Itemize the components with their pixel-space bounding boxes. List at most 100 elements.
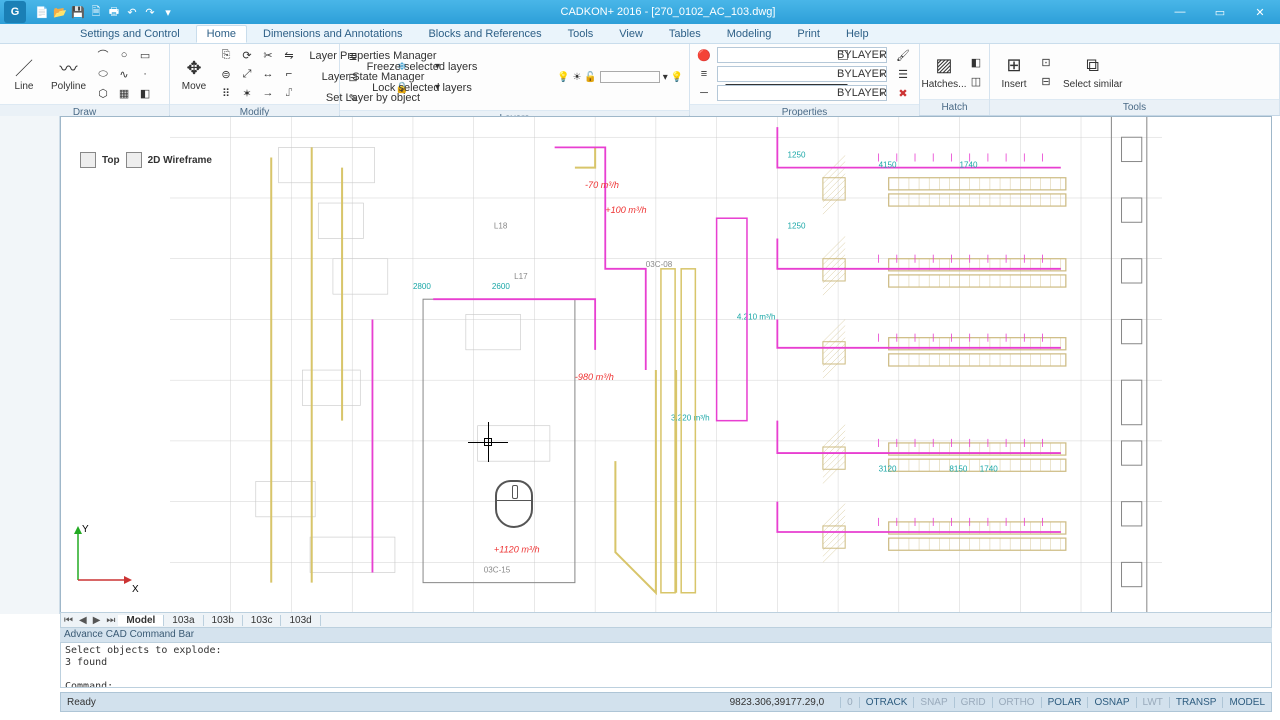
lw-icon[interactable]: ≡ [694, 65, 714, 83]
svg-text:1250: 1250 [787, 150, 805, 159]
grad-icon[interactable]: ◧ [966, 53, 986, 71]
toggle-polar[interactable]: POLAR [1041, 697, 1088, 708]
menu-print[interactable]: Print [787, 26, 830, 42]
toggle-osnap[interactable]: OSNAP [1087, 697, 1135, 708]
scale-icon[interactable]: ⤢ [237, 65, 257, 83]
break-icon[interactable]: ⑀ [279, 84, 299, 102]
view-style[interactable]: 2D Wireframe [148, 155, 212, 166]
qat-saveall-icon[interactable]: 🗎 [88, 4, 104, 20]
tab-103b[interactable]: 103b [204, 615, 243, 626]
fillet-icon[interactable]: ⌐ [279, 65, 299, 83]
menu-help[interactable]: Help [836, 26, 879, 42]
toggle-transp[interactable]: TRANSP [1169, 697, 1223, 708]
qat-redo-icon[interactable]: ↷ [142, 4, 158, 20]
quick-access-toolbar: 📄 📂 💾 🗎 🖶 ↶ ↷ ▾ [34, 4, 176, 20]
command-bar-title: Advance CAD Command Bar [60, 628, 1272, 642]
toggle-snap[interactable]: SNAP [913, 697, 953, 708]
stretch-icon[interactable]: ↔ [258, 65, 278, 83]
svg-text:3120: 3120 [879, 464, 897, 473]
rect-icon[interactable]: ▭ [135, 46, 155, 64]
explode-icon[interactable]: ✶ [237, 84, 257, 102]
bound-icon[interactable]: ◫ [966, 72, 986, 90]
array-icon[interactable]: ⠿ [216, 84, 236, 102]
ellipse-icon[interactable]: ⬭ [93, 65, 113, 83]
svg-text:4.210 m³/h: 4.210 m³/h [737, 312, 776, 321]
line-button[interactable]: ／Line [4, 54, 44, 94]
qat-open-icon[interactable]: 📂 [52, 4, 68, 20]
menu-tables[interactable]: Tables [659, 26, 711, 42]
offset-icon[interactable]: ⊜ [216, 65, 236, 83]
command-line[interactable]: Select objects to explode: 3 found Comma… [60, 642, 1272, 688]
tab-103a[interactable]: 103a [164, 615, 203, 626]
panel-tools: ⊞Insert ⊡⊟ ⧉Select similar Tools [990, 44, 1280, 115]
panel-layers: ≣Layer Properties Manager ⊟Layer State M… [340, 44, 690, 115]
qat-dropdown-icon[interactable]: ▾ [160, 4, 176, 20]
tab-103d[interactable]: 103d [281, 615, 320, 626]
menu-home[interactable]: Home [196, 25, 247, 43]
region-icon[interactable]: ◧ [135, 84, 155, 102]
tab-prev[interactable]: ◀ [76, 615, 90, 626]
panel-label: Hatch [920, 99, 989, 115]
toggle-ortho[interactable]: ORTHO [992, 697, 1041, 708]
tab-next[interactable]: ▶ [90, 615, 104, 626]
tab-last[interactable]: ⏭ [103, 615, 118, 626]
circle-icon[interactable]: ○ [114, 46, 134, 64]
lt-icon[interactable]: ─ [694, 84, 714, 102]
tab-103c[interactable]: 103c [243, 615, 282, 626]
toggle-otrack[interactable]: OTRACK [859, 697, 914, 708]
menu-modeling[interactable]: Modeling [717, 26, 782, 42]
rotate-icon[interactable]: ⟳ [237, 46, 257, 64]
layout-tabs: ⏮ ◀ ▶ ⏭ Model103a103b103c103d [60, 612, 1272, 628]
qat-undo-icon[interactable]: ↶ [124, 4, 140, 20]
qat-print-icon[interactable]: 🖶 [106, 4, 122, 20]
arc-icon[interactable]: ⌒ [93, 46, 113, 64]
layer-combo[interactable]: 💡 ☀ 🔓 ▾ 💡 [555, 70, 685, 84]
tab-model[interactable]: Model [118, 615, 164, 626]
t2-icon[interactable]: ⊟ [1036, 72, 1056, 90]
linetype-select[interactable]: BYLAYER [717, 85, 887, 101]
menu-view[interactable]: View [609, 26, 653, 42]
copy-icon[interactable]: ⎘ [216, 46, 236, 64]
qat-save-icon[interactable]: 💾 [70, 4, 86, 20]
minimize-button[interactable]: — [1160, 0, 1200, 24]
toggle-grid[interactable]: GRID [954, 697, 992, 708]
qat-new-icon[interactable]: 📄 [34, 4, 50, 20]
polygon-icon[interactable]: ⬡ [93, 84, 113, 102]
freeze-layers[interactable]: ❄Freeze selected layers ▾ [393, 57, 442, 77]
toggle-0[interactable]: 0 [840, 697, 859, 708]
tab-first[interactable]: ⏮ [61, 615, 76, 626]
hatch-sm-icon[interactable]: ▦ [114, 84, 134, 102]
close-button[interactable]: ✕ [1240, 0, 1280, 24]
color-icon[interactable]: 🔴 [694, 46, 714, 64]
toggle-lwt[interactable]: LWT [1136, 697, 1169, 708]
menu-tools[interactable]: Tools [558, 26, 604, 42]
lineweight-select[interactable]: BYLAYER [717, 66, 887, 82]
list-icon[interactable]: ☰ [893, 65, 913, 83]
point-icon[interactable]: · [135, 65, 155, 83]
view-top[interactable]: Top [102, 155, 120, 166]
spline-icon[interactable]: ∿ [114, 65, 134, 83]
hatch-button[interactable]: ▨Hatches... [924, 52, 964, 92]
insert-button[interactable]: ⊞Insert [994, 52, 1034, 92]
lock-layers[interactable]: 🔒Lock selected layers ▾ [393, 78, 442, 98]
del-icon[interactable]: ✖ [893, 84, 913, 102]
drawing-canvas[interactable]: 125012504.210 m³/h3120815017404150174028… [60, 116, 1272, 614]
polyline-button[interactable]: 〰Polyline [46, 54, 91, 94]
style-icon[interactable] [126, 152, 142, 168]
match-prop-icon[interactable]: 🖌 [893, 46, 913, 64]
select-similar-button[interactable]: ⧉Select similar [1058, 52, 1127, 92]
maximize-button[interactable]: ▭ [1200, 0, 1240, 24]
viewcube-icon[interactable] [80, 152, 96, 168]
toggle-model[interactable]: MODEL [1222, 697, 1271, 708]
status-coords: 9823.306,39177.29,0 [730, 697, 831, 708]
menu-dimensions-and-annotations[interactable]: Dimensions and Annotations [253, 26, 412, 42]
extend-icon[interactable]: → [258, 84, 278, 102]
mirror-icon[interactable]: ⇋ [279, 46, 299, 64]
move-button[interactable]: ✥Move [174, 54, 214, 94]
menu-settings-and-control[interactable]: Settings and Control [70, 26, 190, 42]
trim-icon[interactable]: ✂ [258, 46, 278, 64]
svg-text:-980 m³/h: -980 m³/h [575, 372, 614, 382]
t1-icon[interactable]: ⊡ [1036, 53, 1056, 71]
menu-blocks-and-references[interactable]: Blocks and References [418, 26, 551, 42]
color-select[interactable]: BYLAYER [717, 47, 887, 63]
